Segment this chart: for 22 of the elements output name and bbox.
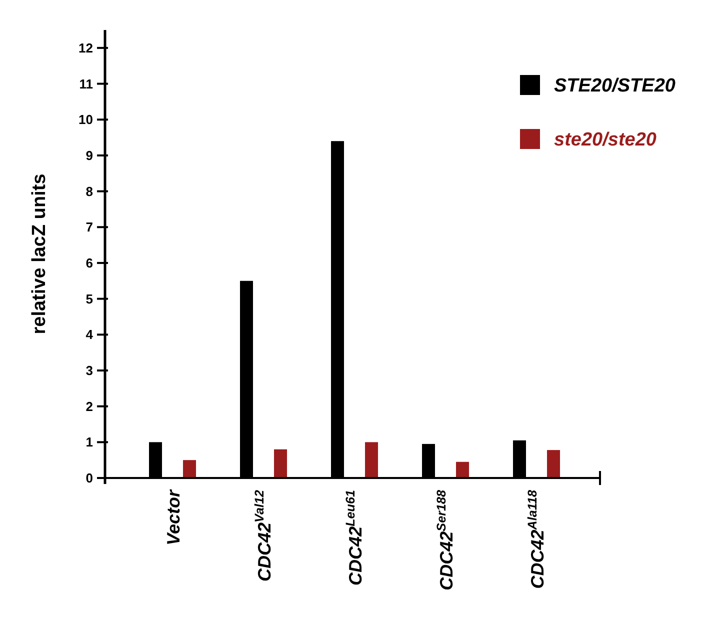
y-axis-title: relative lacZ units — [29, 174, 50, 334]
y-tick-label: 1 — [86, 434, 93, 450]
y-tick-label: 6 — [86, 256, 93, 271]
y-tick-label: 0 — [86, 470, 93, 486]
bar — [183, 460, 196, 478]
y-tick-label: 5 — [86, 291, 93, 306]
bar — [274, 449, 287, 478]
y-tick-label: 9 — [86, 148, 93, 163]
y-tick-label: 11 — [79, 76, 93, 92]
legend-label: ste20/ste20 — [554, 130, 657, 151]
y-tick-label: 10 — [78, 112, 93, 128]
y-tick-label: 2 — [86, 398, 93, 414]
bar — [456, 462, 469, 478]
y-tick-label: 3 — [86, 363, 93, 378]
x-tick-label: Vector — [164, 489, 184, 546]
y-tick-label: 7 — [86, 220, 93, 235]
y-tick-label: 12 — [78, 40, 93, 56]
bar — [547, 450, 560, 478]
y-tick-label: 8 — [86, 184, 93, 199]
legend-label: STE20/STE20 — [554, 76, 676, 97]
bar — [365, 442, 378, 478]
y-tick-label: 4 — [86, 327, 94, 342]
